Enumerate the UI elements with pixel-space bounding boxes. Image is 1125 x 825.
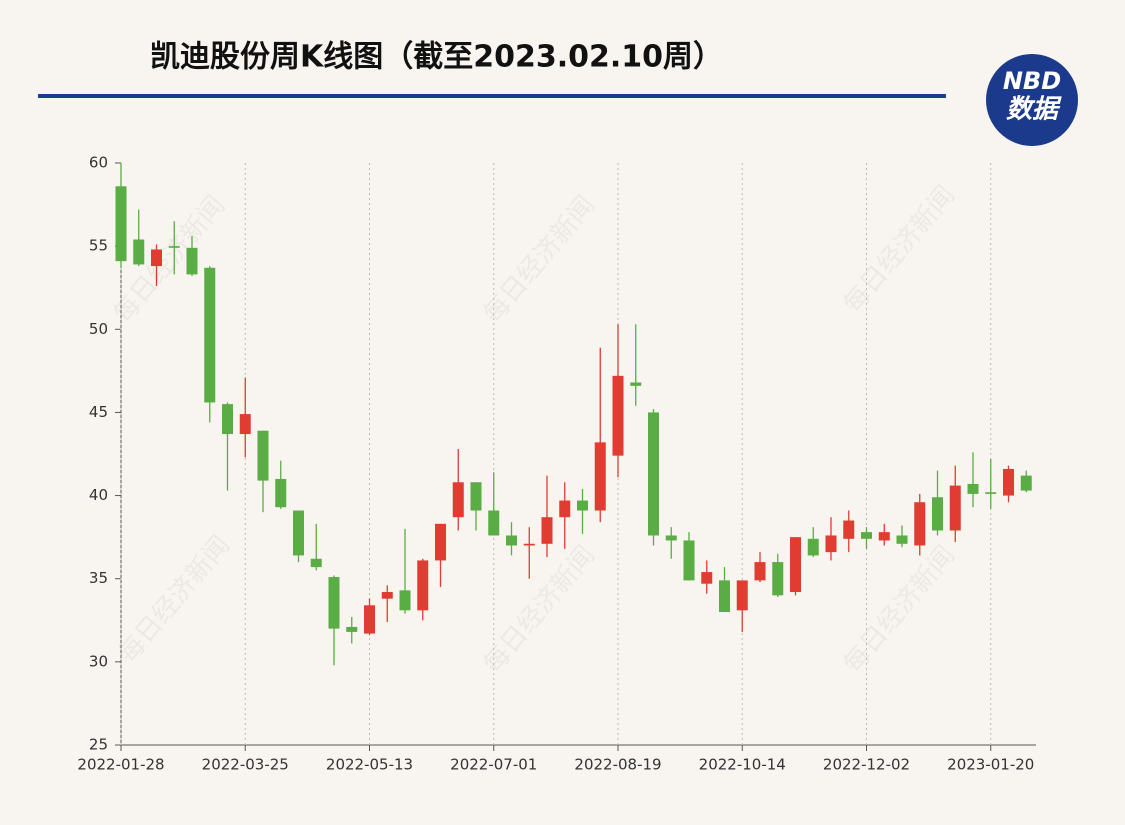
candle-body [541,517,553,544]
candle-body [364,605,375,634]
candle-body [435,523,446,561]
title-rule [38,94,946,98]
x-tick-label: 2022-01-28 [77,756,164,774]
candle-body [985,492,997,494]
candle-body [825,535,837,553]
logo-brand: NBD [1003,67,1061,95]
logo [986,54,1078,146]
candle-body [488,510,500,536]
chart-title: 凯迪股份周K线图（截至2023.02.10周） [150,40,723,75]
candle-body [222,404,233,435]
y-tick-label: 50 [89,320,108,338]
candle-body [949,485,961,531]
candle-body [506,535,517,546]
x-tick-label: 2023-01-20 [947,756,1034,774]
candle-body [683,540,695,581]
candle-body [665,535,677,541]
candle-body [133,239,145,265]
candle-body [594,442,606,511]
candle-body [346,626,358,632]
y-tick-label: 25 [89,736,108,754]
candle-body [612,375,624,456]
candle-body [701,572,713,584]
candle-body [1003,468,1014,496]
candle-body [452,482,464,518]
candle-body [843,520,855,539]
candle-body [896,535,908,544]
logo-sub: 数据 [1006,95,1062,125]
x-tick-label: 2022-05-13 [326,756,413,774]
candle-body [257,430,269,481]
candle-body [115,186,127,262]
candle-body [630,382,642,386]
candle-body [807,538,819,556]
candle-body [754,562,766,581]
candle-body [967,483,979,494]
candle-body [328,577,340,629]
y-tick-label: 35 [89,569,108,587]
candle-body [559,500,571,518]
candle-body [932,497,943,531]
candle-body [772,562,784,596]
y-tick-label: 30 [89,652,108,670]
candle-body [736,580,748,611]
y-tick-label: 45 [89,403,108,421]
candle-body [186,247,198,275]
candle-body [577,500,588,511]
candle-body [399,590,411,611]
candle-body [275,478,287,508]
candle-body [523,543,535,546]
candle-body [381,592,393,599]
x-tick-label: 2022-12-02 [823,756,910,774]
y-tick-label: 60 [89,154,108,172]
candle-body [878,532,890,541]
candle-body [861,532,872,539]
candle-body [239,414,251,435]
candle-body [293,510,304,556]
candle-body [790,537,801,593]
candle-body [719,580,730,612]
candle-body [1020,475,1032,491]
candle-body [470,482,482,511]
candle-body [914,502,926,546]
y-tick-label: 55 [89,237,108,255]
candle-body [648,412,659,536]
candle-body [168,246,180,248]
y-tick-label: 40 [89,486,108,504]
x-tick-label: 2022-08-19 [574,756,661,774]
x-tick-label: 2022-07-01 [450,756,537,774]
x-tick-label: 2022-10-14 [699,756,786,774]
candle-body [204,267,216,403]
x-tick-label: 2022-03-25 [202,756,289,774]
candle-body [310,558,322,568]
candle-body [417,560,429,611]
candle-body [151,249,162,267]
